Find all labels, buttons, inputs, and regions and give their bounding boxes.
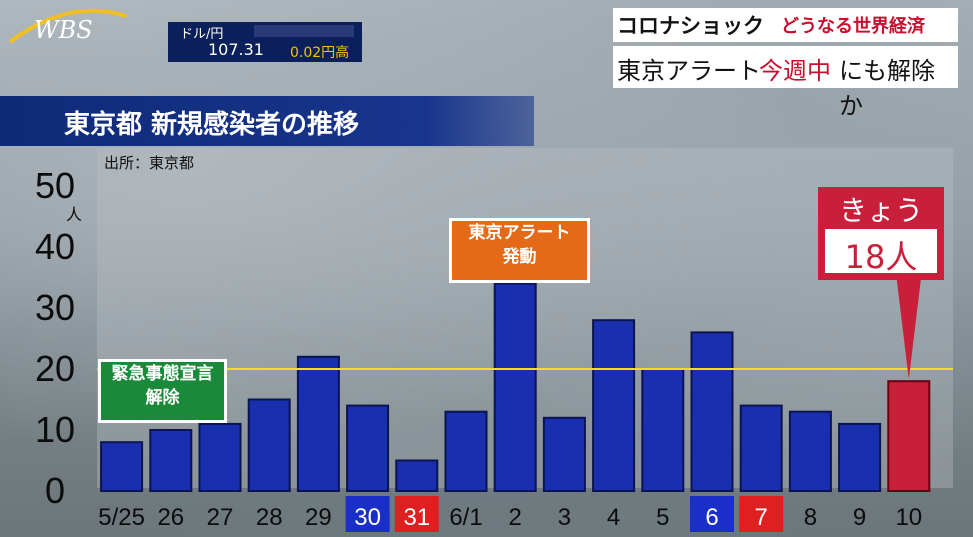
- bar: [346, 404, 390, 493]
- y-tick-label: 40: [35, 226, 75, 267]
- today-pointer: [896, 280, 921, 380]
- today-label: きょう: [838, 194, 923, 227]
- alert-tag-line1: 東京アラート: [468, 223, 571, 243]
- x-tick-label: 26: [157, 504, 184, 531]
- headline-sub-b: 今週中: [759, 57, 831, 85]
- headline-top: コロナショック どうなる世界経済: [613, 8, 958, 42]
- bar: [542, 416, 586, 492]
- today-callout: きょう 18人: [818, 187, 944, 280]
- x-tick-label: 27: [207, 504, 234, 531]
- x-tick-label: 4: [607, 504, 620, 531]
- x-tick-label: 5: [656, 504, 669, 531]
- source-label: 出所：東京都: [104, 154, 195, 172]
- x-tick-label: 7: [755, 504, 768, 531]
- emergency-lift-tag: 緊急事態宣言 解除: [98, 359, 227, 423]
- x-tick-label: 3: [558, 504, 571, 531]
- bar: [149, 429, 193, 492]
- weekend-tick-bg: [345, 496, 390, 532]
- y-unit-label: 人: [66, 205, 82, 224]
- fx-label: ドル/円: [180, 27, 224, 42]
- wbs-logo: WBS: [8, 6, 128, 48]
- logo-text: WBS: [34, 16, 93, 44]
- bar: [247, 398, 291, 492]
- x-tick-label: 6/1: [449, 504, 482, 531]
- headline-sub-a: 東京アラート: [617, 57, 761, 85]
- bar: [296, 355, 340, 492]
- y-tick-label: 20: [35, 348, 75, 389]
- chart-title: 東京都 新規感染者の推移: [64, 110, 360, 140]
- alert-tag-line2: 発動: [502, 247, 537, 267]
- bar: [395, 459, 439, 492]
- x-tick-label: 5/25: [98, 504, 145, 531]
- bar: [493, 282, 537, 492]
- x-tick-label: 30: [354, 504, 381, 531]
- y-tick-label: 50: [35, 165, 75, 206]
- fx-ticker-graphic: [254, 25, 354, 37]
- today-value-box: 18人: [825, 229, 937, 276]
- bar: [739, 404, 783, 493]
- chart-title-bar: 東京都 新規感染者の推移: [0, 96, 534, 146]
- bar: [788, 410, 832, 493]
- x-tick-label: 28: [256, 504, 283, 531]
- bar: [100, 441, 144, 493]
- headline-sub-c: にも解除か: [839, 57, 935, 120]
- bar: [198, 422, 242, 492]
- x-tick-label: 31: [403, 504, 430, 531]
- fx-change: 0.02円高: [290, 45, 350, 61]
- bar: [592, 319, 636, 493]
- weekend-tick-bg: [394, 496, 439, 532]
- emergency-tag-line1: 緊急事態宣言: [111, 364, 214, 384]
- bar: [641, 368, 685, 492]
- x-tick-label: 29: [305, 504, 332, 531]
- headline-sub: 東京アラート 今週中 にも解除か: [613, 46, 958, 120]
- alert-issued-tag: 東京アラート 発動: [449, 218, 590, 283]
- y-tick-label: 10: [35, 409, 75, 450]
- y-tick-label: 30: [35, 287, 75, 328]
- x-tick-label: 2: [509, 504, 522, 531]
- fx-rate-box: ドル/円 107.31 0.02円高: [168, 22, 362, 62]
- bar: [690, 331, 734, 492]
- fx-rate: 107.31: [208, 40, 264, 59]
- today-bar: [887, 380, 931, 493]
- weekend-tick-bg: [739, 496, 784, 532]
- headline-title-a: コロナショック: [617, 14, 764, 38]
- weekend-tick-bg: [690, 496, 734, 532]
- x-tick-label: 6: [705, 504, 718, 531]
- y-tick-label: 0: [45, 470, 65, 511]
- bar: [838, 422, 882, 492]
- x-tick-label: 10: [895, 504, 922, 531]
- x-tick-label: 9: [853, 504, 866, 531]
- emergency-tag-line2: 解除: [145, 388, 180, 408]
- x-tick-label: 8: [804, 504, 817, 531]
- bar: [444, 410, 488, 493]
- headline-title-b: どうなる世界経済: [781, 16, 925, 37]
- today-value: 18人: [844, 238, 918, 276]
